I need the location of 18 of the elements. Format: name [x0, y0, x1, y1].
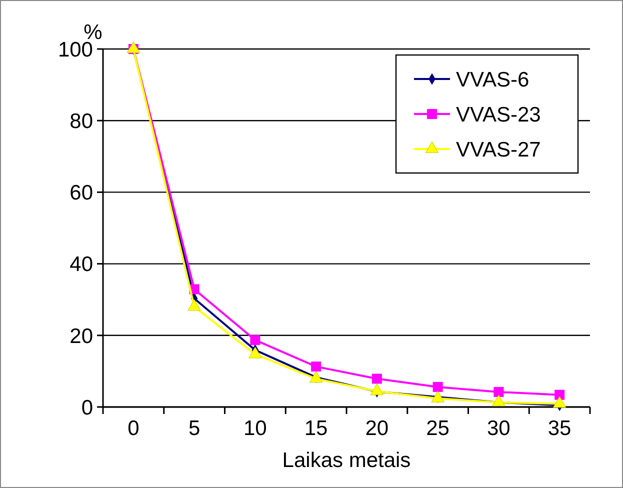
- y-tick-label: 40: [70, 253, 93, 276]
- x-tick-label: 5: [188, 417, 200, 440]
- y-tick-label: 80: [70, 110, 93, 133]
- x-tick-label: 0: [128, 417, 140, 440]
- x-tick-label: 30: [487, 417, 510, 440]
- x-tick-label: 10: [244, 417, 267, 440]
- x-tick-label: 25: [426, 417, 450, 440]
- y-tick-label: 20: [70, 324, 93, 348]
- y-tick-label: 100: [58, 38, 93, 62]
- y-tick-label: 60: [70, 182, 93, 205]
- x-tick-label: 20: [365, 417, 389, 440]
- legend-label: VVAS-27: [456, 138, 541, 162]
- y-tick-label: 0: [81, 396, 93, 420]
- x-tick-label: 15: [304, 417, 328, 440]
- legend-label: VVAS-6: [456, 68, 530, 92]
- x-axis-title: Laikas metais: [282, 449, 411, 472]
- x-tick-label: 35: [548, 417, 572, 440]
- legend-label: VVAS-23: [456, 103, 541, 126]
